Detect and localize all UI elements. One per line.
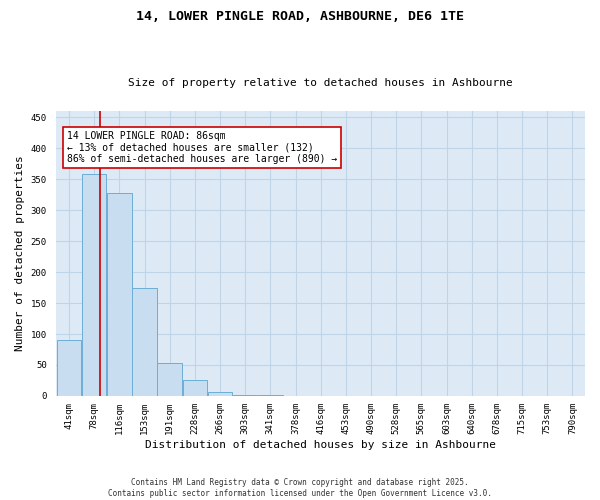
Bar: [57, 340, 81, 396]
Text: Contains HM Land Registry data © Crown copyright and database right 2025.
Contai: Contains HM Land Registry data © Crown c…: [108, 478, 492, 498]
Bar: [157, 363, 182, 396]
Bar: [208, 392, 232, 396]
Bar: [107, 193, 131, 396]
Y-axis label: Number of detached properties: Number of detached properties: [15, 156, 25, 352]
Bar: [182, 380, 207, 396]
Bar: [82, 174, 106, 396]
Text: 14, LOWER PINGLE ROAD, ASHBOURNE, DE6 1TE: 14, LOWER PINGLE ROAD, ASHBOURNE, DE6 1T…: [136, 10, 464, 23]
Bar: [233, 394, 257, 396]
X-axis label: Distribution of detached houses by size in Ashbourne: Distribution of detached houses by size …: [145, 440, 496, 450]
Bar: [132, 288, 157, 396]
Title: Size of property relative to detached houses in Ashbourne: Size of property relative to detached ho…: [128, 78, 513, 88]
Text: 14 LOWER PINGLE ROAD: 86sqm
← 13% of detached houses are smaller (132)
86% of se: 14 LOWER PINGLE ROAD: 86sqm ← 13% of det…: [67, 131, 337, 164]
